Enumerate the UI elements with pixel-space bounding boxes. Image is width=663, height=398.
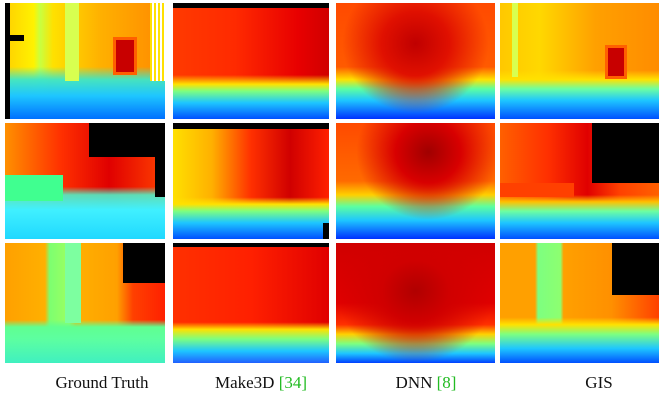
depth-map-gis-row-3 [500,243,659,363]
citation-make3d[interactable]: [34] [278,373,308,392]
caption-dnn: DNN [8] [395,373,457,392]
depth-map-gis-row-1 [500,3,659,119]
depth-map-dnn-row-2 [336,123,495,239]
citation-dnn[interactable]: [8] [436,373,457,392]
depth-map-ground-truth-row-2 [5,123,165,239]
depth-map-ground-truth-row-1 [5,3,165,119]
depth-map-dnn-row-3 [336,243,495,363]
caption-gis: GIS [585,373,613,392]
depth-map-make3d-row-2 [173,123,329,239]
depth-map-make3d-row-1 [173,3,329,119]
depth-map-ground-truth-row-3 [5,243,165,363]
caption-ground-truth: Ground Truth [55,373,149,392]
depth-map-dnn-row-1 [336,3,495,119]
depth-comparison-grid [5,3,659,363]
depth-map-make3d-row-3 [173,243,329,363]
depth-map-gis-row-2 [500,123,659,239]
caption-make3d: Make3D [34] [214,373,308,392]
